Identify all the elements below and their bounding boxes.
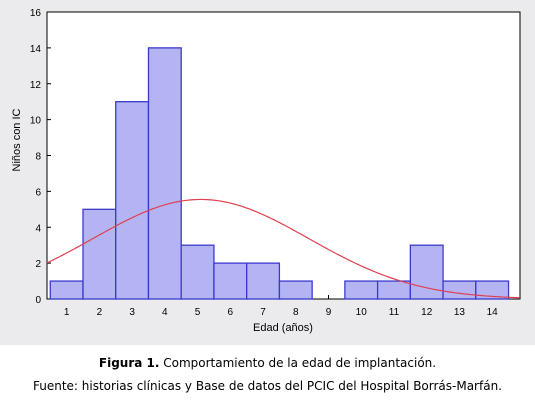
- x-tick-label: 2: [97, 307, 103, 318]
- histogram-bars: [49, 47, 510, 300]
- histogram-bar: [475, 280, 510, 300]
- histogram-bar: [376, 280, 411, 300]
- x-tick-label: 12: [421, 307, 433, 318]
- normal-curve-line: [46, 198, 521, 299]
- x-tick-label: 9: [326, 307, 332, 318]
- y-axis-ticks: 0 2 4 6 8 10 12 14 16: [30, 8, 51, 306]
- y-tick-label: 12: [30, 80, 42, 91]
- y-tick-label: 6: [35, 187, 41, 198]
- x-tick-label: 13: [454, 307, 466, 318]
- x-tick-label: 5: [195, 307, 201, 318]
- y-axis-label: Niños con IC: [11, 108, 23, 171]
- x-tick-label: 7: [260, 307, 266, 318]
- y-tick-label: 2: [35, 259, 41, 270]
- y-tick-label: 14: [30, 44, 42, 55]
- histogram-bar: [344, 280, 379, 300]
- x-axis-label: Edad (años): [253, 322, 313, 334]
- x-tick-label: 14: [487, 307, 499, 318]
- x-tick-label: 1: [64, 307, 70, 318]
- x-tick-label: 6: [228, 307, 234, 318]
- figure-title: Comportamiento de la edad de implantació…: [159, 356, 437, 370]
- figure-source: Fuente: historias clínicas y Base de dat…: [32, 379, 502, 393]
- histogram-bar: [180, 244, 215, 300]
- histogram-bar: [82, 208, 117, 300]
- histogram-bar: [115, 101, 150, 300]
- chart-container: 0 2 4 6 8 10 12 14 16 1 2 3 4 5 6 7 8 9 10 11 12 13 14 Edad (…: [0, 0, 535, 345]
- y-tick-label: 0: [35, 295, 41, 306]
- histogram-bar: [147, 47, 182, 300]
- histogram-bar: [442, 280, 477, 300]
- histogram-bar: [246, 262, 281, 300]
- histogram-bar: [213, 262, 248, 300]
- histogram-bar: [49, 280, 84, 300]
- x-tick-label: 3: [129, 307, 135, 318]
- y-tick-label: 16: [30, 8, 42, 19]
- histogram-bar: [409, 244, 444, 300]
- y-tick-label: 4: [35, 223, 41, 234]
- x-tick-label: 8: [293, 307, 299, 318]
- x-tick-label: 4: [162, 307, 168, 318]
- x-tick-label: 10: [356, 307, 368, 318]
- x-tick-label: 11: [389, 307, 400, 318]
- y-tick-label: 8: [35, 152, 41, 163]
- figure-label: Figura 1.: [98, 356, 160, 370]
- y-tick-label: 10: [30, 116, 42, 127]
- figure-caption: Figura 1. Comportamiento de la edad de i…: [0, 355, 535, 371]
- histogram-bar: [278, 280, 313, 300]
